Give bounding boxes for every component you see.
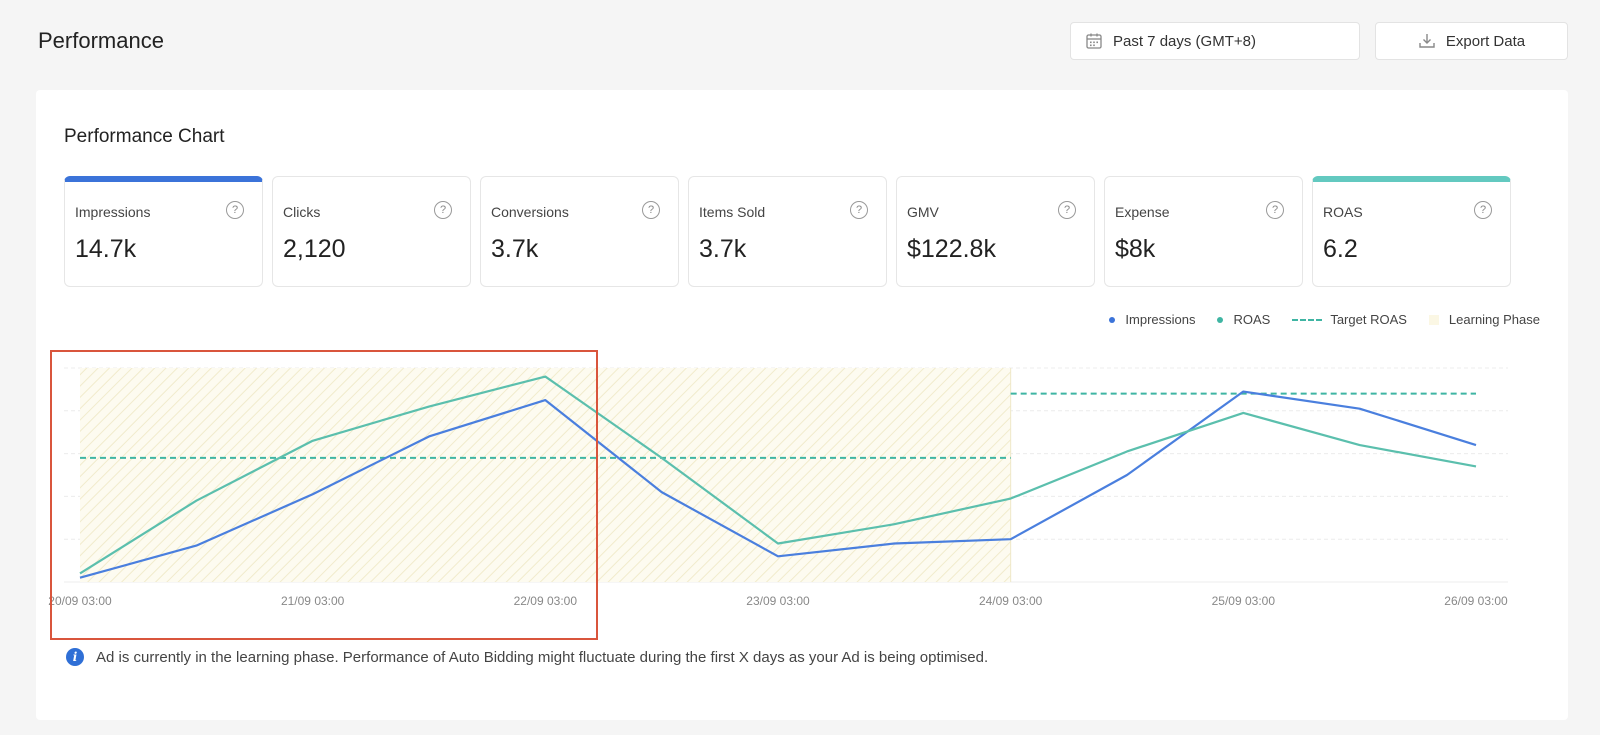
x-tick-label: 21/09 03:00 [281, 594, 345, 608]
x-tick-label: 25/09 03:00 [1212, 594, 1276, 608]
dashed-line-icon [1292, 318, 1323, 321]
metric-label: Items Sold [699, 204, 766, 220]
legend-label: Learning Phase [1448, 312, 1540, 327]
metric-value: 6.2 [1323, 235, 1358, 263]
metric-label: ROAS [1323, 204, 1363, 220]
legend-label: Target ROAS [1330, 312, 1407, 327]
help-icon[interactable]: ? [1474, 201, 1492, 219]
legend-label: Impressions [1125, 312, 1196, 327]
calendar-icon [1086, 33, 1102, 49]
x-tick-label: 26/09 03:00 [1444, 594, 1508, 608]
help-icon[interactable]: ? [434, 201, 452, 219]
metric-card-gmv[interactable]: GMV ? $122.8k [896, 176, 1095, 287]
export-data-label: Export Data [1445, 32, 1526, 50]
metric-label: Impressions [75, 204, 151, 220]
x-tick-label: 23/09 03:00 [746, 594, 810, 608]
legend-learning-phase[interactable]: Learning Phase [1428, 312, 1540, 327]
help-icon[interactable]: ? [1266, 201, 1284, 219]
metric-card-clicks[interactable]: Clicks ? 2,120 [272, 176, 471, 287]
info-icon: i [66, 648, 84, 666]
date-range-picker[interactable]: Past 7 days (GMT+8) [1070, 22, 1360, 60]
help-icon[interactable]: ? [642, 201, 660, 219]
x-tick-label: 22/09 03:00 [514, 594, 578, 608]
series-line-impressions [79, 390, 1477, 579]
metric-card-roas[interactable]: ROAS ? 6.2 [1312, 176, 1511, 287]
performance-chart-title: Performance Chart [64, 126, 225, 147]
metric-label: Clicks [283, 204, 321, 220]
learning-phase-swatch-icon [1428, 314, 1439, 325]
legend-impressions[interactable]: Impressions [1109, 312, 1195, 327]
metric-label: Conversions [491, 204, 569, 220]
x-tick-label: 24/09 03:00 [979, 594, 1043, 608]
legend-roas[interactable]: ROAS [1217, 312, 1270, 327]
legend-label: ROAS [1233, 312, 1271, 327]
page-title: Performance [38, 28, 164, 53]
metric-card-conversions[interactable]: Conversions ? 3.7k [480, 176, 679, 287]
impressions-dot-icon [1109, 316, 1116, 323]
metric-value: 3.7k [699, 235, 747, 263]
help-icon[interactable]: ? [226, 201, 244, 219]
series-line-roas [79, 375, 1477, 575]
help-icon[interactable]: ? [1058, 201, 1076, 219]
metric-value: 3.7k [491, 235, 539, 263]
metric-value: 14.7k [75, 235, 137, 263]
roas-dot-icon [1217, 316, 1224, 323]
metric-card-impressions[interactable]: Impressions ? 14.7k [64, 176, 263, 287]
metric-value: $8k [1115, 235, 1156, 263]
date-range-label: Past 7 days (GMT+8) [1113, 32, 1256, 50]
legend-target-roas[interactable]: Target ROAS [1292, 312, 1407, 327]
metric-card-expense[interactable]: Expense ? $8k [1104, 176, 1303, 287]
download-icon [1419, 34, 1435, 48]
performance-panel: Performance Chart Impressions ? 14.7k Cl… [36, 90, 1568, 720]
metric-card-items-sold[interactable]: Items Sold ? 3.7k [688, 176, 887, 287]
chart-legend: Impressions ROAS Target ROAS Learning Ph… [1087, 312, 1540, 327]
learning-phase-area [80, 368, 1011, 582]
export-data-button[interactable]: Export Data [1375, 22, 1568, 60]
help-icon[interactable]: ? [850, 201, 868, 219]
metric-value: $122.8k [907, 235, 996, 263]
learning-phase-notice-text: Ad is currently in the learning phase. P… [96, 648, 989, 666]
learning-phase-notice: i Ad is currently in the learning phase.… [66, 648, 988, 666]
metric-label: GMV [907, 204, 939, 220]
performance-line-chart: 20/09 03:00 21/09 03:00 22/09 03:00 23/09 0… [48, 367, 1508, 608]
metric-value: 2,120 [283, 235, 346, 263]
x-tick-label: 20/09 03:00 [48, 594, 112, 608]
metric-label: Expense [1115, 204, 1170, 220]
